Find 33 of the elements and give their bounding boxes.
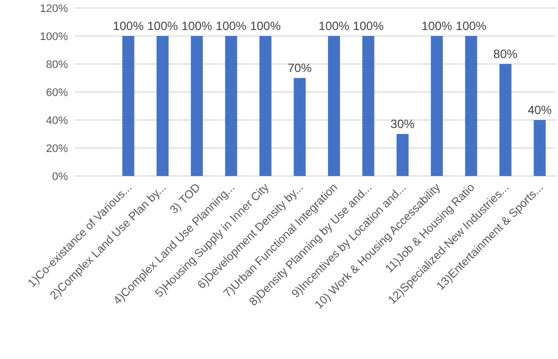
data-label: 100% xyxy=(422,19,453,33)
bar xyxy=(225,36,238,176)
y-tick-label: 60% xyxy=(46,86,68,99)
bar xyxy=(362,36,374,176)
data-label: 100% xyxy=(112,19,144,33)
y-tick-label: 120% xyxy=(40,2,68,15)
bar xyxy=(499,64,512,176)
bar xyxy=(259,36,272,176)
bar xyxy=(190,36,203,176)
y-tick-label: 100% xyxy=(40,30,68,43)
bar xyxy=(534,120,546,176)
y-tick-label: 80% xyxy=(46,58,68,71)
data-label: 100% xyxy=(318,19,350,33)
data-label: 70% xyxy=(288,61,312,75)
data-label: 30% xyxy=(390,117,415,131)
bar xyxy=(122,36,134,176)
data-label: 100% xyxy=(456,19,487,33)
y-tick-label: 40% xyxy=(46,114,68,127)
data-label: 100% xyxy=(147,19,178,33)
y-tick-label: 20% xyxy=(46,142,68,155)
bar xyxy=(328,36,340,176)
data-label: 80% xyxy=(493,47,518,61)
y-tick-label: 0% xyxy=(52,170,68,183)
bar xyxy=(396,134,409,176)
bar xyxy=(294,78,306,176)
data-label: 100% xyxy=(250,19,282,33)
data-label: 40% xyxy=(528,103,552,117)
bar xyxy=(156,36,169,176)
data-label: 100% xyxy=(182,19,213,33)
data-label: 100% xyxy=(352,19,384,33)
bar xyxy=(430,36,443,176)
bar xyxy=(465,36,478,176)
data-label: 100% xyxy=(216,19,247,33)
